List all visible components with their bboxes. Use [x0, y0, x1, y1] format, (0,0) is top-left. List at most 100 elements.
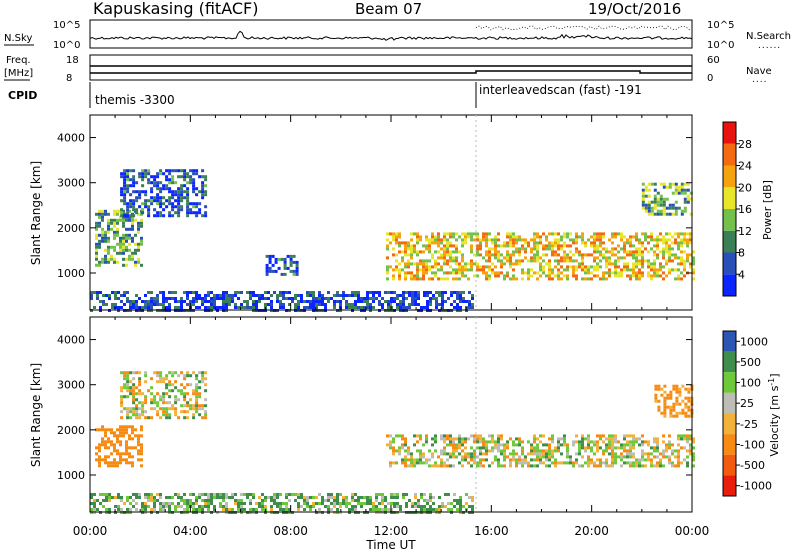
power-echo-cell: [144, 199, 148, 203]
velocity-echo-cell: [288, 508, 291, 511]
power-echo-cell: [536, 244, 539, 248]
velocity-echo-cell: [557, 461, 560, 465]
velocity-echo-cell: [110, 431, 113, 435]
power-echo-cell: [533, 253, 536, 257]
velocity-echo-cell: [381, 496, 384, 499]
velocity-echo-cell: [195, 502, 198, 505]
velocity-echo-cell: [677, 443, 680, 447]
velocity-echo-cell: [581, 455, 584, 459]
power-echo-cell: [515, 277, 518, 281]
velocity-echo-cell: [533, 458, 536, 462]
power-echo-cell: [204, 193, 208, 197]
power-echo-cell: [147, 306, 150, 309]
power-echo-cell: [289, 254, 293, 258]
power-echo-cell: [386, 244, 389, 248]
power-echo-cell: [557, 238, 560, 242]
power-echo-cell: [441, 300, 444, 303]
power-echo-cell: [671, 206, 675, 210]
velocity-echo-cell: [252, 508, 255, 511]
power-echo-cell: [653, 271, 656, 275]
velocity-echo-cell: [104, 458, 107, 462]
power-echo-cell: [497, 232, 500, 236]
power-echo-cell: [638, 274, 641, 278]
power-echo-cell: [644, 238, 647, 242]
power-echo-cell: [593, 259, 596, 263]
velocity-echo-cell: [300, 496, 303, 499]
power-echo-cell: [437, 268, 440, 272]
power-echo-cell: [461, 259, 464, 263]
power-echo-cell: [656, 200, 660, 204]
velocity-echo-cell: [669, 411, 673, 415]
power-echo-cell: [129, 306, 132, 309]
power-echo-cell: [467, 235, 470, 239]
power-echo-cell: [114, 303, 117, 306]
velocity-echo-cell: [410, 455, 413, 459]
power-echo-cell: [614, 268, 617, 272]
power-echo-cell: [132, 181, 136, 185]
velocity-echo-cell: [680, 446, 683, 450]
velocity-echo-cell: [581, 437, 584, 441]
power-echo-cell: [438, 303, 441, 306]
power-echo-cell: [268, 260, 272, 264]
power-echo-cell: [572, 274, 575, 278]
velocity-echo-cell: [629, 434, 632, 438]
power-echo-cell: [488, 238, 491, 242]
power-echo-cell: [131, 251, 134, 255]
power-echo-cell: [450, 294, 453, 297]
velocity-echo-cell: [497, 434, 500, 438]
power-echo-cell: [470, 232, 473, 236]
power-echo-cell: [593, 274, 596, 278]
velocity-echo-cell: [198, 395, 202, 399]
power-echo-cell: [545, 238, 548, 242]
power-echo-cell: [399, 303, 402, 306]
power-echo-cell: [506, 256, 509, 260]
velocity-echo-cell: [497, 461, 500, 465]
power-echo-cell: [509, 256, 512, 260]
power-echo-cell: [113, 224, 116, 228]
power-echo-cell: [632, 253, 635, 257]
power-echo-cell: [623, 244, 626, 248]
velocity-echo-cell: [243, 508, 246, 511]
power-echo-cell: [623, 268, 626, 272]
velocity-echo-cell: [470, 434, 473, 438]
velocity-echo-cell: [132, 505, 135, 508]
velocity-echo-cell: [453, 493, 456, 496]
velocity-echo-cell: [204, 398, 208, 402]
power-echo-cell: [137, 227, 140, 231]
velocity-echo-cell: [168, 401, 172, 405]
power-echo-cell: [527, 274, 530, 278]
power-echo-cell: [596, 262, 599, 266]
velocity-echo-cell: [135, 392, 139, 396]
power-echo-cell: [590, 235, 593, 239]
velocity-echo-cell: [584, 449, 587, 453]
power-echo-cell: [434, 274, 437, 278]
power-echo-cell: [470, 244, 473, 248]
velocity-echo-cell: [126, 410, 130, 414]
velocity-echo-cell: [470, 455, 473, 459]
velocity-echo-cell: [171, 407, 175, 411]
power-echo-cell: [428, 250, 431, 254]
velocity-echo-cell: [195, 404, 199, 408]
velocity-echo-cell: [140, 452, 143, 456]
velocity-echo-cell: [174, 407, 178, 411]
velocity-echo-cell: [590, 449, 593, 453]
power-echo-cell: [294, 306, 297, 309]
power-echo-cell: [554, 265, 557, 269]
velocity-echo-cell: [431, 443, 434, 447]
velocity-echo-cell: [654, 399, 658, 403]
power-echo-cell: [120, 172, 124, 176]
velocity-echo-cell: [116, 434, 119, 438]
power-echo-cell: [183, 169, 187, 173]
power-echo-cell: [195, 193, 199, 197]
power-echo-cell: [156, 181, 160, 185]
power-echo-cell: [527, 244, 530, 248]
velocity-echo-cell: [497, 440, 500, 444]
velocity-echo-cell: [681, 411, 685, 415]
velocity-echo-cell: [144, 416, 148, 420]
power-echo-cell: [153, 297, 156, 300]
power-echo-cell: [428, 241, 431, 245]
power-echo-cell: [177, 175, 181, 179]
velocity-echo-cell: [590, 446, 593, 450]
velocity-echo-cell: [677, 437, 680, 441]
power-echo-cell: [277, 266, 281, 270]
